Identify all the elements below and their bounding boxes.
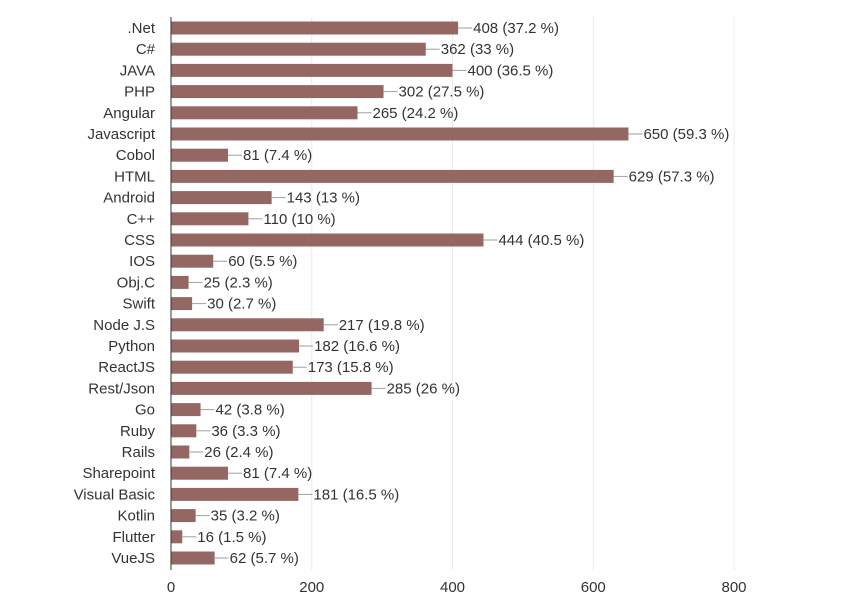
- category-label: Android: [103, 190, 155, 207]
- data-label: 30 (2.7 %): [207, 296, 276, 313]
- category-label: Swift: [122, 296, 155, 313]
- x-tick-label: 200: [299, 579, 324, 596]
- data-label: 143 (13 %): [287, 190, 360, 207]
- bar[interactable]: [171, 169, 614, 183]
- category-label: ReactJS: [98, 359, 155, 376]
- data-label: 173 (15.8 %): [308, 359, 394, 376]
- category-label: Go: [135, 402, 155, 419]
- category-label: Visual Basic: [74, 486, 156, 503]
- bar[interactable]: [171, 530, 183, 544]
- data-label: 182 (16.6 %): [314, 338, 400, 355]
- bar[interactable]: [171, 254, 214, 268]
- data-label: 302 (27.5 %): [399, 84, 485, 101]
- data-label: 36 (3.3 %): [211, 423, 280, 440]
- x-tick-label: 400: [440, 579, 465, 596]
- labels: .Net 408 (37.2 %) C# 362 (33 %) JAVA 400 (36.…: [74, 20, 730, 567]
- category-label: Kotlin: [117, 508, 155, 525]
- bar[interactable]: [171, 403, 201, 417]
- category-label: Cobol: [116, 147, 155, 164]
- category-label: .Net: [127, 20, 155, 37]
- x-tick-label: 800: [721, 579, 746, 596]
- data-label: 285 (26 %): [387, 380, 460, 397]
- data-label: 444 (40.5 %): [498, 232, 584, 249]
- data-label: 408 (37.2 %): [473, 20, 559, 37]
- bar[interactable]: [171, 487, 299, 501]
- bar[interactable]: [171, 85, 384, 99]
- bar[interactable]: [171, 233, 484, 247]
- data-label: 650 (59.3 %): [643, 126, 729, 143]
- category-label: IOS: [129, 253, 155, 270]
- category-label: Ruby: [120, 423, 156, 440]
- category-label: CSS: [124, 232, 155, 249]
- bar[interactable]: [171, 551, 215, 565]
- data-label: 62 (5.7 %): [230, 550, 299, 567]
- bar[interactable]: [171, 381, 372, 395]
- data-label: 25 (2.3 %): [204, 274, 273, 291]
- bar[interactable]: [171, 339, 300, 353]
- bar[interactable]: [171, 21, 459, 35]
- bar[interactable]: [171, 360, 293, 374]
- bar[interactable]: [171, 191, 272, 205]
- category-label: VueJS: [111, 550, 155, 567]
- data-label: 400 (36.5 %): [468, 62, 554, 79]
- bar[interactable]: [171, 275, 189, 289]
- data-label: 181 (16.5 %): [313, 486, 399, 503]
- bar[interactable]: [171, 509, 196, 523]
- data-label: 81 (7.4 %): [243, 465, 312, 482]
- x-tick-label: 600: [581, 579, 606, 596]
- data-label: 217 (19.8 %): [339, 317, 425, 334]
- category-label: Javascript: [87, 126, 155, 143]
- category-label: Rest/Json: [88, 380, 155, 397]
- data-label: 35 (3.2 %): [211, 508, 280, 525]
- data-label: 42 (3.8 %): [216, 402, 285, 419]
- category-label: Obj.C: [117, 274, 156, 291]
- x-tick-label: 0: [167, 579, 175, 596]
- data-label: 26 (2.4 %): [204, 444, 273, 461]
- category-label: C++: [127, 211, 156, 228]
- category-label: Rails: [122, 444, 155, 461]
- data-label: 362 (33 %): [441, 41, 514, 58]
- data-label: 110 (10 %): [263, 211, 335, 228]
- category-label: Angular: [103, 105, 155, 122]
- data-label: 81 (7.4 %): [243, 147, 312, 164]
- data-label: 629 (57.3 %): [629, 168, 715, 185]
- category-label: JAVA: [120, 62, 155, 79]
- bar[interactable]: [171, 42, 426, 56]
- bar[interactable]: [171, 63, 453, 77]
- bar[interactable]: [171, 424, 197, 438]
- grid: [311, 17, 735, 570]
- bar[interactable]: [171, 466, 229, 480]
- bar[interactable]: [171, 212, 249, 226]
- category-label: C#: [136, 41, 156, 58]
- category-label: PHP: [124, 84, 155, 101]
- bars: [171, 21, 629, 565]
- category-label: Node J.S: [93, 317, 155, 334]
- bar[interactable]: [171, 297, 193, 311]
- category-label: Sharepoint: [82, 465, 155, 482]
- data-label: 265 (24.2 %): [372, 105, 458, 122]
- bar[interactable]: [171, 318, 324, 332]
- data-label: 60 (5.5 %): [228, 253, 297, 270]
- bar[interactable]: [171, 127, 629, 141]
- bar[interactable]: [171, 148, 229, 162]
- category-label: Flutter: [112, 529, 155, 546]
- bar[interactable]: [171, 106, 358, 120]
- axes: 0 200 400 600 800: [167, 17, 747, 596]
- category-label: HTML: [114, 168, 155, 185]
- bar[interactable]: [171, 445, 190, 459]
- category-label: Python: [108, 338, 155, 355]
- data-label: 16 (1.5 %): [197, 529, 266, 546]
